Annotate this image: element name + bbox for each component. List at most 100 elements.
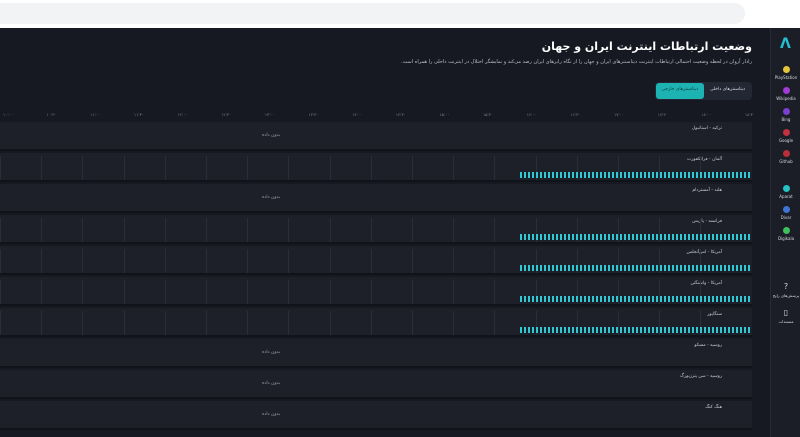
status-tick: [680, 172, 682, 178]
side-link[interactable]: ? پرسش‌های رایج: [772, 282, 800, 298]
status-tick: [644, 234, 646, 240]
status-tick: [616, 327, 618, 333]
time-cell: [288, 280, 330, 304]
time-label: ۱۴:۳۰: [395, 112, 406, 117]
no-data: بدون داده: [262, 412, 281, 417]
time-cell: [164, 280, 207, 304]
status-tick: [636, 265, 638, 271]
status-tick: [628, 296, 630, 302]
location-row[interactable]: آلمان - فرانکفورت: [0, 153, 752, 182]
service[interactable]: Google: [771, 129, 800, 143]
logo[interactable]: Λ: [780, 36, 791, 52]
status-tick: [608, 296, 610, 302]
time-label: ۱۸:۳۰: [745, 112, 755, 117]
status-tick: [628, 234, 630, 240]
service[interactable]: Bing: [771, 108, 800, 122]
status-tick: [744, 172, 746, 178]
status-tick: [684, 234, 686, 240]
status-tick: [612, 327, 614, 333]
location-row[interactable]: سنگاپور: [0, 308, 752, 337]
status-tick: [564, 172, 566, 178]
status-tick: [616, 234, 618, 240]
status-tick: [660, 327, 662, 333]
location-row[interactable]: روسیه - سن پترزبورگ بدون داده: [0, 370, 752, 399]
time-cell: [82, 218, 124, 242]
tab[interactable]: دیتاسنترهای داخلی: [710, 87, 745, 92]
time-cell: [576, 156, 619, 180]
status-tick: [720, 296, 722, 302]
status-tick: [652, 327, 654, 333]
time-cell: [82, 311, 124, 335]
time-cell: [370, 280, 413, 304]
status-tick: [716, 234, 718, 240]
status-tick: [728, 234, 730, 240]
status-tick: [724, 327, 726, 333]
location-row[interactable]: روسیه - مسکو بدون داده: [0, 339, 752, 368]
status-tick: [568, 296, 570, 302]
time-label: ۱۳:۳۰: [308, 112, 319, 117]
status-tick: [708, 265, 710, 271]
status-tick: [580, 265, 582, 271]
status-tick: [624, 265, 626, 271]
status-tick: [592, 296, 594, 302]
status-tick: [700, 172, 702, 178]
status-tick: [596, 172, 598, 178]
status-tick: [640, 234, 642, 240]
service-dot: [782, 206, 790, 213]
service[interactable]: Aparat: [771, 185, 800, 199]
status-tick: [696, 296, 698, 302]
status-tick: [720, 265, 722, 271]
location-row[interactable]: آمریکا - لس‌آنجلس: [0, 246, 752, 275]
status-tick: [548, 234, 550, 240]
page-subtitle: رادار آروان در لحظه وضعیت احتمالی ارتباط…: [401, 59, 752, 65]
status-tick: [596, 234, 598, 240]
status-tick: [660, 296, 662, 302]
status-tick: [672, 172, 674, 178]
side-link[interactable]: ▯ مستندات: [771, 308, 800, 324]
status-tick: [544, 327, 546, 333]
status-tick: [608, 234, 610, 240]
service-dot: [782, 66, 790, 73]
time-cell: [618, 311, 660, 335]
time-cell: [494, 249, 536, 273]
time-cell: [82, 156, 124, 180]
tab[interactable]: دیتاسنترهای خارجی: [655, 83, 705, 99]
address-bar[interactable]: [0, 3, 745, 24]
status-tick: [680, 296, 682, 302]
status-tick: [664, 172, 666, 178]
status-tick: [656, 296, 658, 302]
status-tick: [616, 172, 618, 178]
service[interactable]: Github: [771, 150, 800, 164]
status-tick: [736, 296, 738, 302]
location-row[interactable]: آمریکا - واشنگتن: [0, 277, 752, 306]
status-tick: [712, 265, 714, 271]
time-cell: [576, 280, 619, 304]
status-tick: [532, 327, 534, 333]
time-label: ۱۵:۳۰: [483, 112, 494, 117]
location-row[interactable]: فرانسه - پاریس: [0, 215, 752, 244]
status-tick: [740, 265, 742, 271]
service[interactable]: Wikipedia: [771, 87, 800, 101]
no-data: بدون داده: [262, 195, 281, 200]
service[interactable]: Divar: [771, 206, 800, 220]
status-tick: [684, 172, 686, 178]
status-tick: [728, 327, 730, 333]
status-tick: [688, 327, 690, 333]
status-tick: [564, 265, 566, 271]
status-tick: [552, 327, 554, 333]
status-tick: [524, 296, 526, 302]
status-tick: [692, 234, 694, 240]
status-tick: [644, 296, 646, 302]
location-row[interactable]: ترکیه - استانبول بدون داده: [0, 122, 752, 151]
time-cell: [206, 311, 248, 335]
location-row[interactable]: هلند - آمستردام بدون داده: [0, 184, 752, 213]
service[interactable]: Digikala: [771, 227, 800, 241]
service[interactable]: PlayStation: [771, 66, 800, 80]
status-tick: [708, 296, 710, 302]
time-cell: [453, 156, 495, 180]
location-row[interactable]: هنگ کنگ بدون داده: [0, 401, 752, 430]
time-cell: [206, 249, 248, 273]
status-tick: [548, 296, 550, 302]
time-cell: [123, 311, 166, 335]
service-name: Aparat: [779, 194, 793, 199]
